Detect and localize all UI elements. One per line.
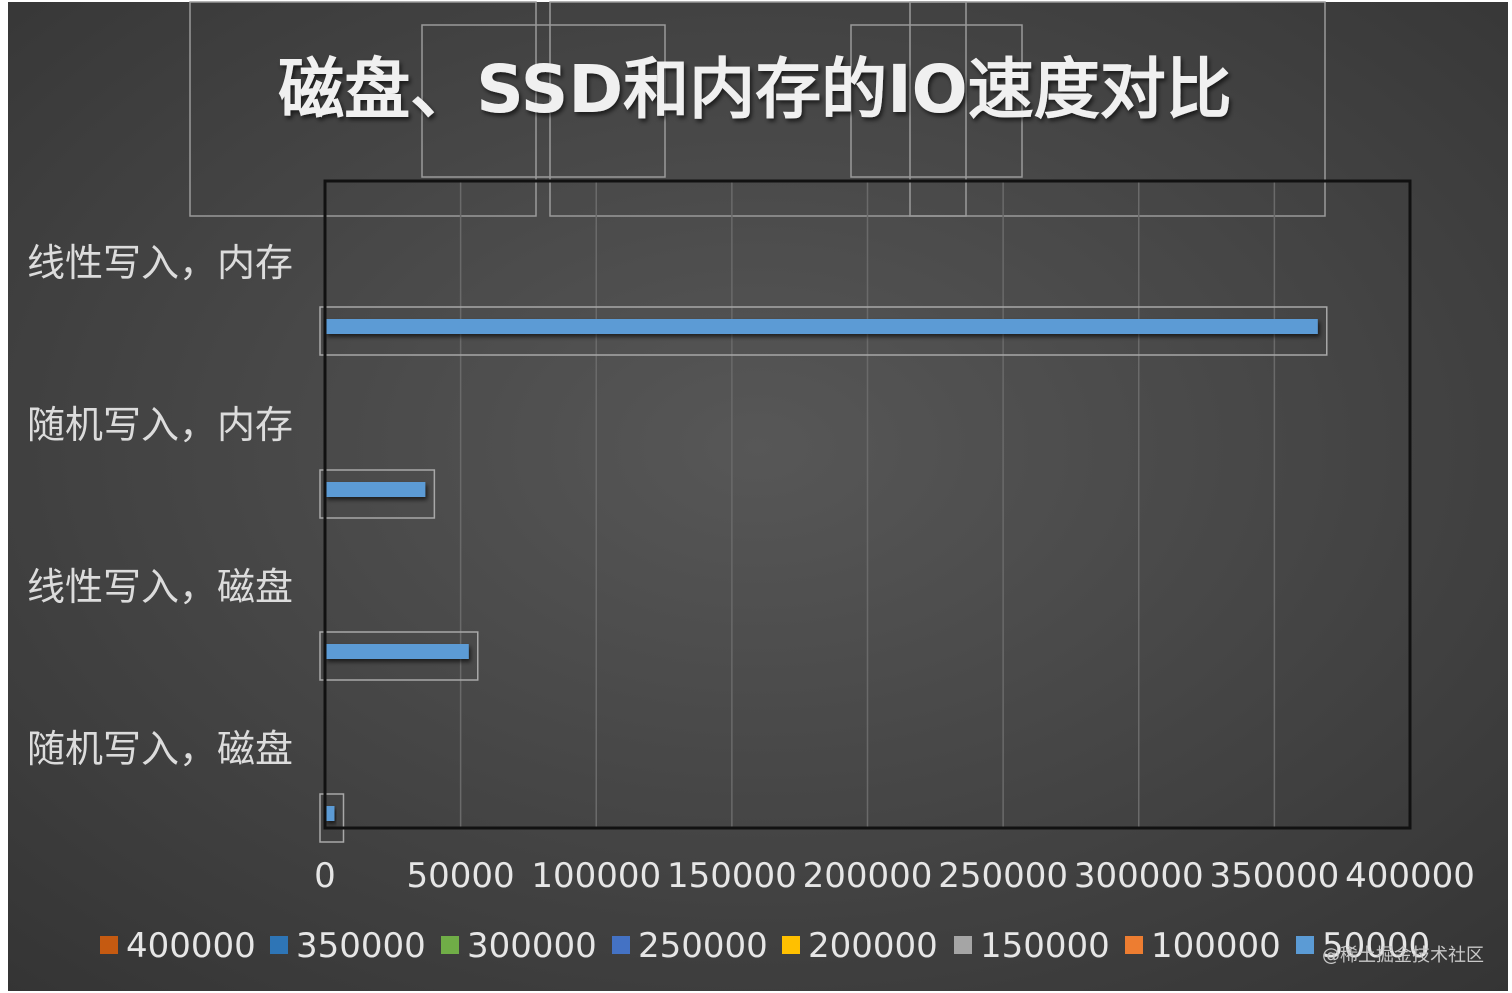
annotation-box [189,1,537,217]
category-label: 线性写入，内存 [27,241,293,285]
category-label: 线性写入，磁盘 [27,565,293,609]
bar-highlight-box [319,469,436,519]
plot-area-border [323,179,1412,830]
legend-swatch [954,936,972,954]
annotation-box [909,1,967,217]
legend-label: 300000 [467,926,597,966]
x-tick-label: 100000 [531,856,661,896]
x-tick-label: 200000 [803,856,933,896]
annotation-boxes [189,1,1326,217]
watermark: @稀土掘金技术社区 [1322,945,1484,966]
legend-swatch [441,936,459,954]
bar [325,644,469,659]
bar [325,319,1318,334]
legend-swatch [270,936,288,954]
bars [319,306,1328,843]
chart-background [8,2,1508,991]
x-tick-labels: 0 50000 100000 150000 200000 250000 300000 3500… [314,856,1475,896]
annotation-box [850,24,1023,178]
legend-label: 400000 [126,926,256,966]
x-tick-label: 300000 [1074,856,1204,896]
annotation-box [421,24,666,178]
x-tick-label: 50000 [407,856,515,896]
x-tick-label: 350000 [1209,856,1339,896]
legend-swatch [612,936,630,954]
legend-label: 50000 [1322,926,1430,966]
legend-swatch [100,936,118,954]
category-label: 随机写入，磁盘 [27,727,293,771]
legend-swatch [782,936,800,954]
x-tick-label: 0 [314,856,336,896]
category-label: 随机写入，内存 [27,403,293,447]
x-tick-label: 250000 [938,856,1068,896]
bar [325,482,426,497]
legend-label: 150000 [980,926,1110,966]
legend-label: 350000 [296,926,426,966]
legend-label: 200000 [808,926,938,966]
chart-title: 磁盘、SSD和内存的IO速度对比 [278,51,1232,128]
bar-highlight-box [319,793,345,843]
plot-frame [323,179,1412,830]
x-tick-label: 150000 [667,856,797,896]
legend: 400000 350000 300000 250000 200000 150000 1000… [100,926,1430,966]
legend-label: 100000 [1151,926,1281,966]
bar-highlight-box [319,306,1328,356]
legend-label: 250000 [638,926,768,966]
legend-swatch [1296,936,1314,954]
legend-swatch [1125,936,1143,954]
grid-lines [459,181,1276,828]
bar [325,806,335,821]
x-tick-label: 400000 [1345,856,1475,896]
bar-highlight-box [319,631,479,681]
